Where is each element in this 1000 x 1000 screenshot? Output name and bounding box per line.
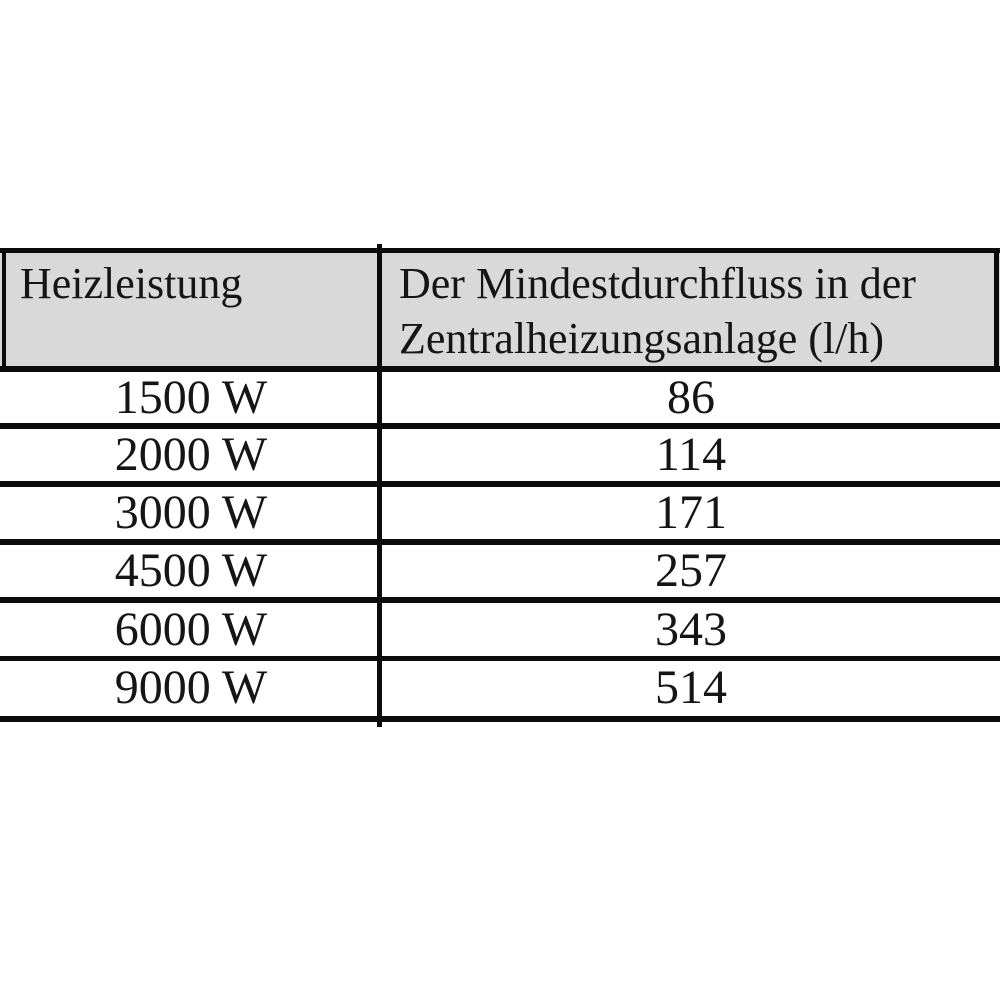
header-mindestdurchfluss-line2: Zentralheizungsanlage (l/h) — [399, 314, 885, 363]
row-separator — [0, 539, 1000, 545]
header-left-border — [2, 248, 6, 372]
min-flow-table: Heizleistung Der Mindestdurchfluss in de… — [0, 244, 1000, 727]
table-row: 6000 W 343 — [0, 603, 1000, 656]
flow-cell: 171 — [655, 486, 727, 539]
table-row: 9000 W 514 — [0, 661, 1000, 716]
table-row: 2000 W 114 — [0, 429, 1000, 481]
flow-cell: 514 — [655, 661, 727, 714]
row-separator — [0, 423, 1000, 429]
power-cell: 4500 W — [114, 544, 268, 597]
header-heizleistung: Heizleistung — [20, 259, 243, 308]
power-cell: 2000 W — [114, 428, 268, 481]
power-cell: 9000 W — [114, 661, 268, 714]
table-row: 4500 W 257 — [0, 545, 1000, 597]
column-divider — [377, 244, 382, 727]
flow-cell: 257 — [655, 544, 727, 597]
row-separator — [0, 597, 1000, 603]
power-cell: 6000 W — [114, 603, 268, 656]
table-row: 3000 W 171 — [0, 487, 1000, 539]
table-bottom-border — [0, 716, 1000, 722]
row-separator — [0, 481, 1000, 487]
header-mindestdurchfluss-line1: Der Mindestdurchfluss in der — [399, 259, 916, 308]
table-header-row: Heizleistung Der Mindestdurchfluss in de… — [0, 253, 1000, 366]
table-top-border — [0, 248, 1000, 253]
row-separator — [0, 656, 1000, 661]
power-cell: 3000 W — [114, 486, 268, 539]
row-separator — [0, 366, 1000, 372]
table-row: 1500 W 86 — [0, 372, 1000, 423]
header-mindestdurchfluss: Der Mindestdurchfluss in der Zentralheiz… — [382, 253, 1000, 366]
header-right-border — [994, 248, 999, 372]
flow-cell: 343 — [655, 603, 727, 656]
power-cell: 1500 W — [114, 371, 268, 424]
flow-cell: 114 — [655, 428, 727, 481]
flow-cell: 86 — [667, 371, 715, 424]
